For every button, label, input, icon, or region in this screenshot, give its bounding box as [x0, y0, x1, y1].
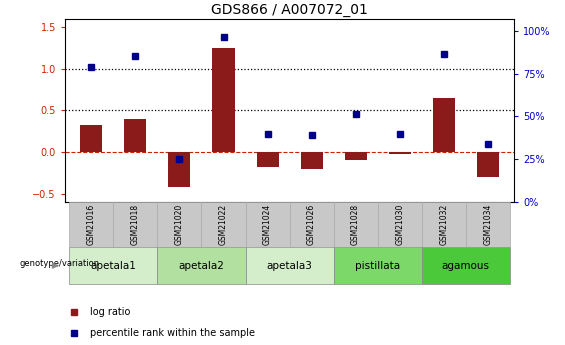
Text: apetala2: apetala2 — [179, 261, 224, 270]
Bar — [69, 247, 158, 284]
Bar — [433, 98, 455, 152]
Text: agamous: agamous — [442, 261, 490, 270]
Bar — [168, 152, 190, 187]
Bar — [333, 202, 377, 247]
Text: genotype/variation: genotype/variation — [19, 259, 99, 268]
Text: GSM21032: GSM21032 — [439, 204, 448, 245]
Bar — [257, 152, 279, 167]
Bar — [158, 247, 246, 284]
Text: GSM21034: GSM21034 — [483, 204, 492, 245]
Bar — [246, 202, 289, 247]
Bar — [289, 202, 333, 247]
Text: GSM21024: GSM21024 — [263, 204, 272, 245]
Bar — [345, 152, 367, 160]
Bar — [389, 152, 411, 154]
Title: GDS866 / A007072_01: GDS866 / A007072_01 — [211, 2, 368, 17]
Bar — [477, 152, 499, 177]
Bar — [466, 202, 510, 247]
Bar — [377, 202, 421, 247]
Bar — [212, 48, 234, 152]
Text: GSM21022: GSM21022 — [219, 204, 228, 245]
Bar — [69, 202, 114, 247]
Text: apetala3: apetala3 — [267, 261, 312, 270]
Text: pistillata: pistillata — [355, 261, 400, 270]
Text: apetala1: apetala1 — [90, 261, 136, 270]
Text: GSM21026: GSM21026 — [307, 204, 316, 245]
Text: GSM21030: GSM21030 — [395, 204, 404, 245]
Bar — [421, 202, 466, 247]
Text: percentile rank within the sample: percentile rank within the sample — [90, 328, 255, 337]
Text: GSM21028: GSM21028 — [351, 204, 360, 245]
Text: GSM21020: GSM21020 — [175, 204, 184, 245]
Bar — [80, 125, 102, 152]
Text: GSM21016: GSM21016 — [87, 204, 96, 245]
Bar — [333, 247, 421, 284]
Bar — [158, 202, 202, 247]
Bar — [421, 247, 510, 284]
Bar — [114, 202, 158, 247]
Text: GSM21018: GSM21018 — [131, 204, 140, 245]
Bar — [246, 247, 333, 284]
Text: log ratio: log ratio — [90, 307, 130, 317]
Bar — [124, 119, 146, 152]
Bar — [202, 202, 246, 247]
Bar — [301, 152, 323, 169]
